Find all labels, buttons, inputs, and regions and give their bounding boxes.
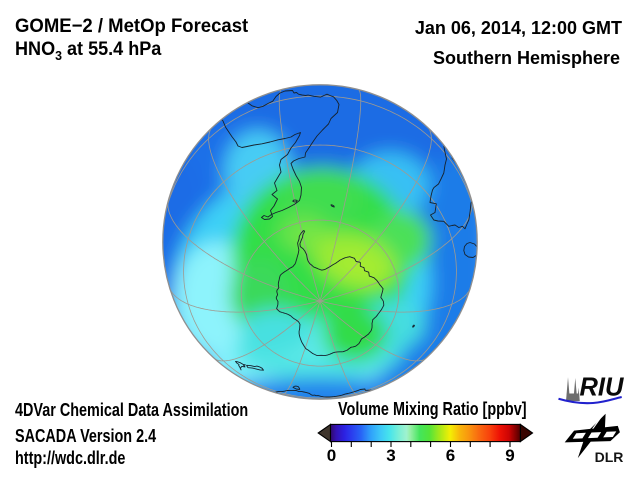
svg-text:RIU: RIU bbox=[580, 373, 625, 401]
svg-text:DLR: DLR bbox=[595, 449, 624, 465]
